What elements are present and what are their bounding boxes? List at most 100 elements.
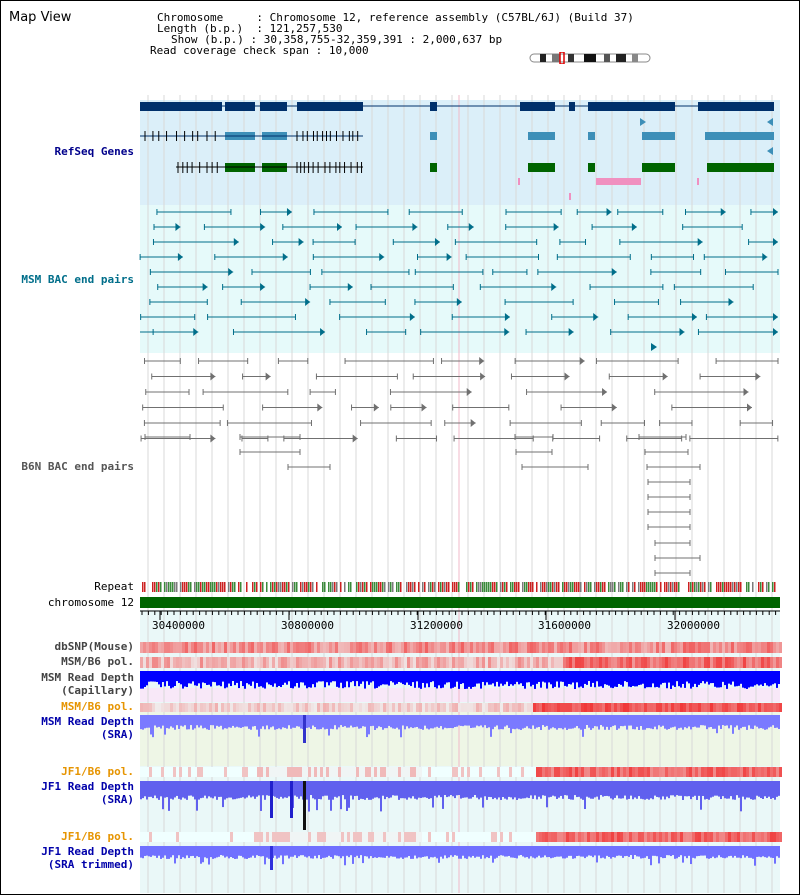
jf1-depth-sra-bar [218, 781, 220, 797]
jf1-depth-trim-bar [762, 846, 764, 857]
msm-depth-sra-bar [274, 715, 276, 730]
dbsnp-cell [161, 642, 164, 653]
msm-depth-sra-bar [450, 715, 452, 728]
jf1-b6-pol-cell [377, 767, 380, 777]
jf1-b6-pol-cell [338, 767, 341, 777]
msm-b6-pol-cell [215, 657, 218, 668]
jf1-b6-pol-cell [587, 767, 590, 777]
jf1-depth-sra-bar [492, 781, 494, 800]
track-label-refseq: RefSeq Genes [54, 145, 134, 158]
msm-depth-capillary-bar [452, 671, 454, 688]
jf1-depth-sra-bar [580, 781, 582, 799]
msm-depth-sra-bar [358, 715, 360, 729]
msm-b6-pol2-cell [320, 703, 323, 712]
msm-b6-pol-cell [407, 657, 410, 668]
msm-depth-capillary-bar [566, 671, 568, 687]
dbsnp-cell [467, 642, 470, 653]
msm-b6-pol-cell [662, 657, 665, 668]
jf1-b6-pol-cell [293, 767, 296, 777]
jf1-b6-pol-cell [770, 767, 773, 777]
msm-depth-capillary-bar [252, 671, 254, 682]
msm-depth-capillary-bar [376, 671, 378, 688]
jf1-depth-trim-bar [580, 846, 582, 857]
jf1-b6-pol2-cell [320, 832, 323, 842]
msm-depth-sra-bar [678, 715, 680, 729]
track-label-msm-b6-pol-1: MSM/B6 pol. [61, 655, 134, 668]
jf1-b6-pol2-cell [695, 832, 698, 842]
jf1-b6-pol2-cell [179, 832, 182, 842]
msm-depth-capillary-bar [532, 671, 534, 685]
msm-depth-sra-bar [314, 715, 316, 728]
msm-depth-sra-bar [246, 715, 248, 727]
jf1-depth-trim-bar [688, 846, 690, 856]
msm-b6-pol-cell [650, 657, 653, 668]
msm-b6-pol-cell [227, 657, 230, 668]
msm-b6-pol2-cell [464, 703, 467, 712]
msm-depth-sra-bar [230, 715, 232, 728]
dbsnp-cell [512, 642, 515, 653]
msm-depth-sra-bar [544, 715, 546, 727]
jf1-depth-sra-bar [742, 781, 744, 797]
dbsnp-cell [599, 642, 602, 653]
repeat-element [654, 582, 656, 592]
dbsnp-cell [365, 642, 368, 653]
jf1-b6-pol2-cell [500, 832, 503, 842]
jf1-b6-pol2-cell [665, 832, 668, 842]
repeat-element [424, 582, 426, 592]
gene-model [430, 132, 437, 140]
msm-depth-capillary-bar [686, 671, 688, 682]
jf1-b6-pol-cell [635, 767, 638, 777]
jf1-b6-pol2-cell [308, 832, 311, 842]
jf1-b6-pol-cell [548, 767, 551, 777]
jf1-b6-pol-cell [569, 767, 572, 777]
jf1-depth-trim-bar [770, 846, 772, 858]
msm-depth-sra-bar [466, 715, 468, 726]
jf1-b6-pol-cell [524, 767, 527, 777]
msm-b6-pol2-cell [596, 703, 599, 712]
jf1-depth-trim-bar [448, 846, 450, 858]
msm-depth-sra-bar [344, 715, 346, 727]
jf1-depth-sra-bar [508, 781, 510, 797]
chromosome-ideogram[interactable] [528, 52, 654, 64]
msm-b6-pol-cell [359, 657, 362, 668]
msm-depth-sra-bar [692, 715, 694, 728]
jf1-depth-sra-bar [698, 781, 700, 796]
jf1-depth-sra-bar [164, 781, 166, 798]
msm-depth-capillary-bar [382, 671, 384, 685]
repeat-element [730, 582, 732, 592]
msm-b6-pol2-cell [695, 703, 698, 712]
axis-tick-label: 30800000 [281, 619, 334, 632]
dbsnp-cell [395, 642, 398, 653]
jf1-b6-pol-cell [266, 767, 269, 777]
msm-depth-sra-bar [394, 715, 396, 729]
msm-depth-sra-bar [710, 715, 712, 727]
jf1-b6-pol2-cell [464, 832, 467, 842]
bac-end-arrow [210, 372, 216, 381]
jf1-depth-sra-bar [694, 781, 696, 796]
msm-depth-sra-bar [622, 715, 624, 727]
msm-depth-capillary-bar [732, 671, 734, 682]
dbsnp-cell [323, 642, 326, 653]
msm-b6-pol2-cell [629, 703, 632, 712]
msm-depth-sra-bar [516, 715, 518, 729]
dbsnp-cell [425, 642, 428, 653]
jf1-b6-pol2-cell [671, 832, 674, 842]
jf1-b6-pol2-cell [713, 832, 716, 842]
jf1-depth-trim-bar [220, 846, 222, 856]
capillary-background [140, 688, 780, 702]
msm-depth-capillary-bar [422, 671, 424, 683]
msm-depth-capillary-bar [688, 671, 690, 684]
jf1-depth-trim-bar [208, 846, 210, 865]
msm-b6-pol2-cell [416, 703, 419, 712]
jf1-b6-pol2-cell [527, 832, 530, 842]
msm-depth-capillary-bar [160, 671, 162, 688]
msm-depth-sra-bar [638, 715, 640, 730]
msm-depth-capillary-bar [168, 671, 170, 686]
jf1-b6-pol2-cell [431, 832, 434, 842]
jf1-depth-trim-bar [478, 846, 480, 857]
jf1-depth-trim-bar [268, 846, 270, 859]
dbsnp-cell [458, 642, 461, 653]
msm-depth-sra-bar [384, 715, 386, 729]
dbsnp-cell [296, 642, 299, 653]
